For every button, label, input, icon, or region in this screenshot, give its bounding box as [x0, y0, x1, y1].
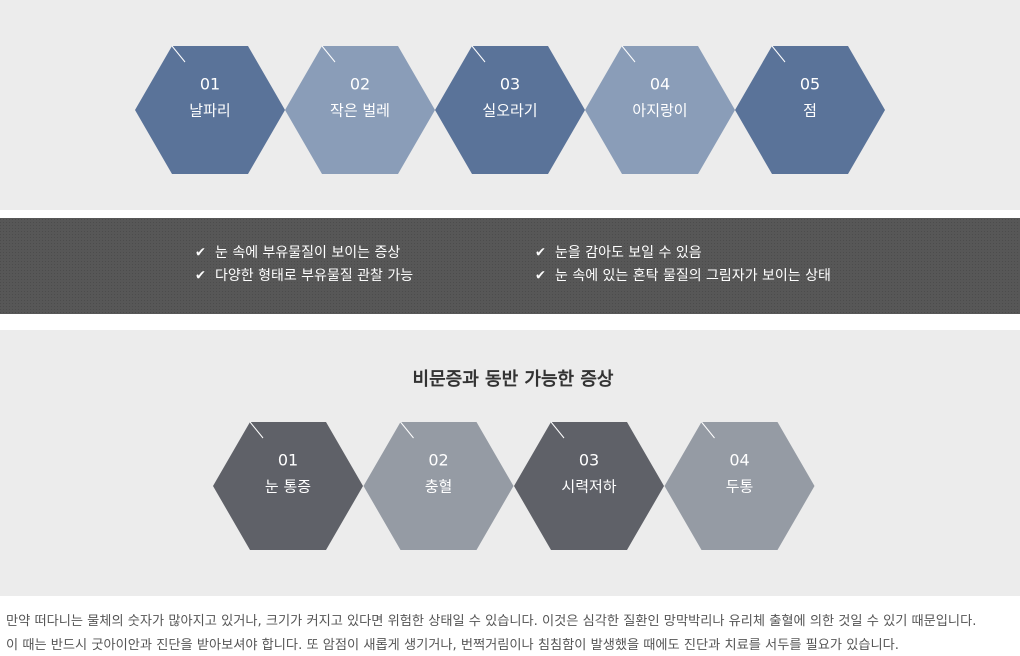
hexagon: [135, 46, 285, 174]
hex-number: 05: [800, 75, 820, 94]
hex-label: 작은 벌레: [330, 102, 390, 120]
hex-accent: [471, 45, 486, 63]
hexagon: [514, 422, 664, 550]
feature-text: 눈을 감아도 보일 수 있음: [555, 245, 702, 261]
feature-band: [0, 218, 1020, 314]
hex-label: 점: [803, 102, 817, 120]
hexagon: [664, 422, 815, 550]
hex-number: 04: [650, 75, 670, 94]
hex-accent: [321, 45, 336, 63]
hex-accent: [550, 421, 565, 439]
check-icon: ✔: [535, 269, 546, 284]
hex-number: 02: [428, 451, 448, 470]
hexagon: [363, 422, 514, 550]
check-icon: ✔: [195, 246, 206, 261]
hex-accent: [621, 45, 636, 63]
hex-label: 눈 통증: [265, 478, 311, 496]
hex-label: 충혈: [425, 478, 453, 496]
check-icon: ✔: [535, 246, 546, 261]
hex-accent: [171, 45, 186, 63]
feature-text: 다양한 형태로 부유물질 관찰 가능: [215, 268, 413, 284]
symptom-title: 비문증과 동반 가능한 증상: [413, 369, 614, 390]
hex-number: 02: [350, 75, 370, 94]
hex-accent: [701, 421, 715, 439]
symptom-section: [0, 330, 1020, 596]
hexagon: [285, 46, 435, 174]
paragraph-line: 만약 떠다니는 물체의 숫자가 많아지고 있거나, 크기가 커지고 있다면 위험…: [6, 613, 976, 629]
paragraph-line: 이 때는 반드시 굿아이안과 진단을 받아보셔야 합니다. 또 암점이 새롭게 …: [6, 637, 899, 653]
hex-number: 01: [278, 451, 298, 470]
hex-number: 04: [729, 451, 749, 470]
hex-label: 시력저하: [561, 478, 616, 496]
hex-label: 실오라기: [482, 102, 537, 120]
hex-label: 두통: [726, 478, 754, 496]
hex-accent: [771, 45, 786, 63]
hex-number: 03: [579, 451, 599, 470]
hexagon: [585, 46, 735, 174]
check-icon: ✔: [195, 269, 206, 284]
hexagon: [735, 46, 885, 174]
hex-number: 03: [500, 75, 520, 94]
hexagon: [435, 46, 585, 174]
hex-label: 아지랑이: [632, 102, 687, 120]
hexagon: [213, 422, 363, 550]
feature-text: 눈 속에 있는 혼탁 물질의 그림자가 보이는 상태: [555, 268, 831, 284]
hex-accent: [249, 421, 264, 439]
feature-text: 눈 속에 부유물질이 보이는 증상: [215, 245, 400, 261]
hex-accent: [400, 421, 414, 439]
hex-number: 01: [200, 75, 220, 94]
hex-label: 날파리: [189, 102, 230, 120]
